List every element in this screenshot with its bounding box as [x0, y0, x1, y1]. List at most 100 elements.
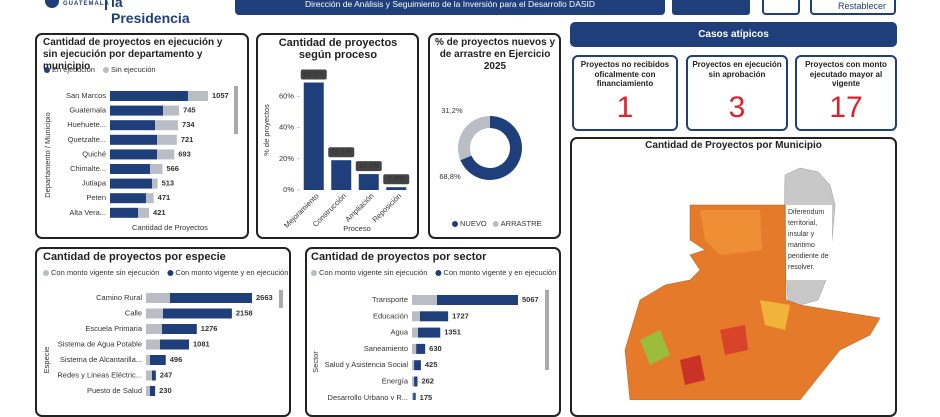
total-label: 1057 — [212, 91, 229, 100]
chart-title: Cantidad de proyectos según proceso — [278, 37, 398, 61]
map-region — [640, 330, 670, 365]
y-tick-label: Agua — [390, 328, 408, 337]
bar-segment — [145, 193, 154, 204]
panel — [428, 33, 561, 239]
chart-title: Cantidad de proyectos por sector — [311, 251, 487, 263]
bar-segment — [110, 91, 188, 101]
icon-button[interactable] — [762, 0, 800, 15]
banner: Dirección de Análisis y Seguimiento de l… — [235, 0, 665, 15]
card-label: Proyectos no recibidos oficalmente con f… — [580, 60, 670, 88]
y-tick-label: San Marcos — [66, 91, 106, 100]
bar-segment — [160, 339, 190, 350]
y-tick-label: Guatemala — [69, 106, 107, 115]
card-label: Proyectos en ejecución sin aprobación — [692, 60, 782, 79]
map-region — [760, 300, 790, 330]
logo-text: GUATEMALA — [63, 1, 110, 7]
scrollbar — [279, 290, 283, 308]
charts: En ejecución Sin ejecución Departamento / … — [42, 65, 881, 400]
bar-segment — [146, 339, 161, 350]
map — [624, 167, 881, 400]
filter-box[interactable] — [672, 0, 750, 15]
label-box — [355, 161, 382, 172]
y-tick-label: Quiché — [82, 149, 106, 158]
bar-segment — [412, 343, 417, 354]
value-label: 19,1% — [331, 147, 353, 156]
y-tick-label: 0% — [283, 185, 294, 194]
y-tick-label: Calle — [125, 308, 142, 317]
bar-segment — [110, 134, 158, 145]
y-tick-label: Escuela Primaria — [85, 324, 143, 333]
y-tick-label: Transporte — [372, 295, 408, 304]
bar-segment — [110, 105, 164, 116]
y-tick-label: Energía — [382, 376, 409, 385]
x-axis-title: Cantidad de Proyectos — [132, 223, 208, 232]
legend-marker — [102, 67, 109, 73]
outlier-card: Proyectos no recibidos oficalmente con f… — [572, 55, 678, 131]
total-label: 247 — [160, 370, 173, 379]
y-axis-title: Especie — [42, 347, 51, 374]
y-tick-label: Camino Rural — [96, 293, 142, 302]
scrollbar — [545, 290, 549, 370]
y-tick-label: Peten — [86, 193, 106, 202]
donut-segment — [457, 116, 490, 161]
card-value: 1 — [616, 91, 634, 124]
total-label: 262 — [421, 376, 434, 385]
total-label: 2663 — [256, 293, 273, 302]
total-label: 230 — [159, 386, 172, 395]
bar-segment — [138, 207, 150, 218]
legend-label: Con monto vigente sin ejecución — [319, 268, 427, 277]
bar-segment — [414, 360, 421, 371]
bar-segment — [412, 360, 415, 371]
chart-title: Cantidad de proyectos en ejecución y sin… — [43, 37, 223, 72]
x-axis-title: Proceso — [343, 224, 371, 233]
bar-segment — [416, 343, 426, 354]
outlier-card: Proyectos con monto ejecutado mayor al v… — [795, 55, 897, 131]
bar — [358, 174, 379, 190]
y-tick-label: 60% — [279, 91, 294, 100]
outliers-header: Casos atípicos — [570, 22, 897, 47]
total-label: 2158 — [236, 308, 253, 317]
bar-segment — [157, 134, 177, 145]
map-title: Cantidad de Proyectos por Municipio — [645, 140, 822, 151]
value-label: 31,2% — [441, 106, 463, 115]
legend-label: ARRASTRE — [501, 219, 542, 228]
bar-segment — [110, 207, 138, 218]
bar — [331, 160, 352, 190]
scrollbar — [234, 86, 238, 134]
bar-segment — [110, 120, 156, 131]
total-label: 425 — [425, 360, 438, 369]
y-axis-title: Departamento / Municipio — [43, 112, 52, 197]
map-annotation: Diferendum territorial, insular y mariti… — [788, 209, 829, 271]
bar-segment — [146, 370, 153, 381]
bar-segment — [150, 164, 163, 174]
bar-segment — [146, 324, 163, 334]
y-tick-label: Quetzalte... — [68, 135, 106, 144]
bar-segment — [110, 193, 146, 204]
total-label: 566 — [166, 164, 179, 173]
bar — [386, 187, 407, 190]
chart-title: % de proyectos nuevos y de arrastre en E… — [434, 37, 556, 72]
annotation-box — [786, 205, 832, 280]
y-tick-label: Alta Vera... — [69, 208, 106, 217]
legend-label: Con monto vigente y en ejecución — [443, 268, 556, 277]
total-label: 471 — [158, 193, 171, 202]
bar-segment — [412, 311, 420, 322]
bar-segment — [110, 164, 151, 174]
panel — [256, 33, 419, 239]
legend-label: Con monto vigente y en ejecución — [175, 268, 288, 277]
total-label: 1727 — [452, 311, 469, 320]
bar-segment — [170, 293, 252, 303]
bar-segment — [412, 392, 414, 400]
reset-button[interactable]: Restablecer — [810, 0, 896, 15]
y-tick-label: 40% — [279, 123, 294, 132]
card-label: Proyectos con monto ejecutado mayor al v… — [805, 60, 887, 88]
outlier-card: Proyectos en ejecución sin aprobación 3 — [686, 55, 788, 131]
bar-segment — [146, 386, 150, 396]
bar-segment — [149, 355, 166, 365]
logo-title: la Presidencia — [111, 0, 190, 26]
value-label: 68,8% — [439, 172, 461, 181]
bar-segment — [163, 105, 180, 116]
bar-segment — [162, 308, 232, 319]
bar-segment — [146, 293, 171, 303]
bar-segment — [110, 149, 158, 160]
